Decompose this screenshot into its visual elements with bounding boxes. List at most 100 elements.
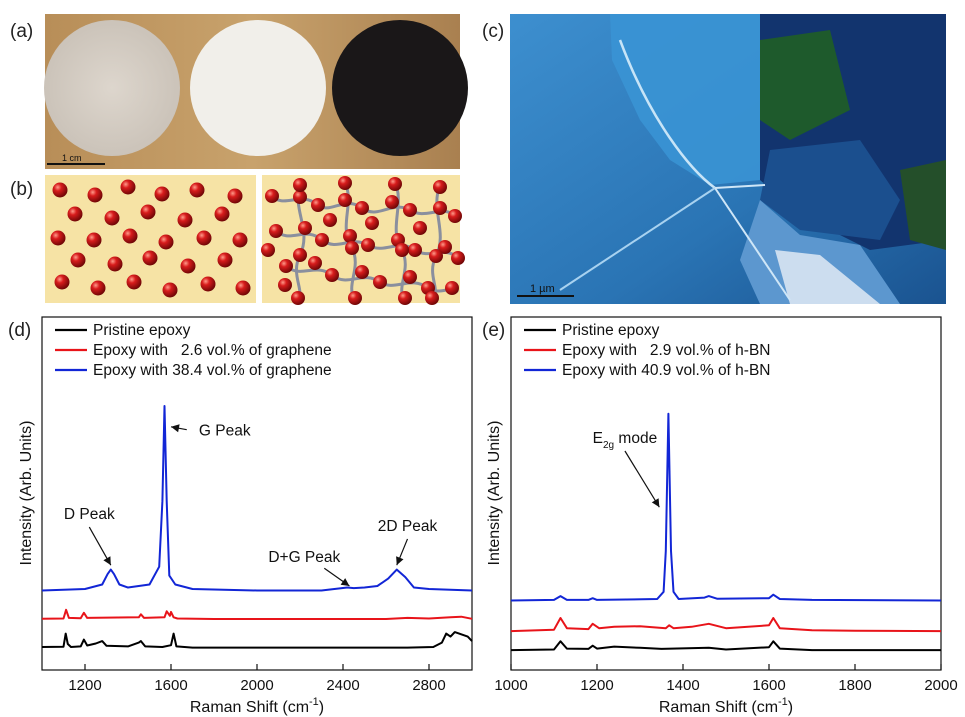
- panel-a: (a) 1 cm: [10, 14, 468, 169]
- annotation-arrowhead: [171, 424, 180, 433]
- x-axis-label-text: Raman Shift (cm: [190, 699, 309, 716]
- annotation-arrow: [624, 450, 660, 508]
- disk-pristine: [44, 20, 180, 156]
- particle: [142, 250, 158, 266]
- particle: [279, 259, 293, 273]
- series-line-0: [41, 631, 473, 649]
- sem-edge-4: [714, 184, 766, 189]
- series-line-2: [41, 405, 473, 592]
- y-axis-label-e: Intensity (Arb. Units): [486, 421, 503, 566]
- particle: [451, 251, 465, 265]
- particle: [448, 209, 462, 223]
- particle: [438, 240, 452, 254]
- particle: [122, 228, 138, 244]
- sem-flake-1: [610, 14, 760, 185]
- particle: [338, 176, 352, 190]
- particle: [177, 212, 193, 228]
- particle: [355, 201, 369, 215]
- particle: [403, 203, 417, 217]
- series-line-2: [510, 412, 942, 602]
- particle: [338, 193, 352, 207]
- sem-bright-edge: [775, 250, 880, 304]
- particle: [385, 195, 399, 209]
- network-particles: [261, 176, 465, 305]
- series-d: [41, 405, 473, 649]
- x-tick-label: 1600: [752, 677, 785, 694]
- sem-edge-3: [714, 187, 791, 301]
- particle: [403, 270, 417, 284]
- particle: [365, 216, 379, 230]
- x-axis-label-e: Raman Shift (cm-1): [659, 696, 793, 716]
- particle: [293, 178, 307, 192]
- particle: [348, 291, 362, 305]
- particle: [413, 221, 427, 235]
- particle: [429, 249, 443, 263]
- annotation-label: 2D Peak: [378, 518, 438, 535]
- particle: [154, 186, 170, 202]
- particle: [54, 274, 70, 290]
- particle: [104, 210, 120, 226]
- sem-green-region-2: [900, 160, 946, 250]
- legend-entry: Epoxy with 2.9 vol.% of h-BN: [562, 342, 770, 359]
- particle: [180, 258, 196, 274]
- particle: [90, 280, 106, 296]
- x-axis-label-sup: -1: [309, 696, 319, 708]
- panel-label-a: (a): [10, 21, 33, 42]
- legend-entry: Pristine epoxy: [562, 322, 660, 339]
- panel-c: (c) 1 µm: [482, 14, 946, 304]
- particle: [293, 190, 307, 204]
- x-tick-label: 1200: [68, 677, 101, 694]
- particle: [323, 213, 337, 227]
- x-axis-label-d: Raman Shift (cm-1): [190, 696, 324, 716]
- legend-entry: Epoxy with 40.9 vol.% of h-BN: [562, 362, 771, 379]
- panel-e: (e) Pristine epoxy Epoxy with 2.9 vol.% o…: [482, 316, 958, 716]
- panel-label-c: (c): [482, 21, 504, 42]
- particle: [315, 233, 329, 247]
- disk-hbn: [190, 20, 326, 156]
- annotation-arrowhead: [340, 578, 350, 587]
- x-axis-label-close: ): [319, 699, 324, 716]
- particle: [355, 265, 369, 279]
- particle: [227, 188, 243, 204]
- x-axis-label-sup: -1: [778, 696, 788, 708]
- particle: [311, 198, 325, 212]
- particle: [308, 256, 322, 270]
- x-axis-label-close: ): [788, 699, 793, 716]
- particle: [189, 182, 205, 198]
- particle: [107, 256, 123, 272]
- annotation-label: E2g mode: [593, 430, 658, 451]
- particle: [269, 224, 283, 238]
- particle: [433, 201, 447, 215]
- annotation-label: G Peak: [199, 423, 251, 440]
- annotation-arrowhead: [396, 556, 404, 566]
- particle: [343, 229, 357, 243]
- series-e: [510, 412, 942, 652]
- sem-flake-3: [740, 200, 900, 304]
- particle: [140, 204, 156, 220]
- particle: [120, 179, 136, 195]
- particle: [70, 252, 86, 268]
- scale-text-a: 1 cm: [62, 153, 82, 163]
- particle: [388, 177, 402, 191]
- particle: [398, 291, 412, 305]
- legend-entry: Pristine epoxy: [93, 322, 191, 339]
- x-tick-label: 2000: [240, 677, 273, 694]
- panel-d: (d) Pristine epoxy Epoxy with 2.6 vol.% o…: [8, 316, 473, 716]
- particle: [232, 232, 248, 248]
- x-ticks-d: 1200 1600 2000 2400 2800: [68, 664, 446, 694]
- particle: [52, 182, 68, 198]
- series-line-1: [510, 617, 942, 633]
- particle: [50, 230, 66, 246]
- particle: [373, 275, 387, 289]
- schematic-dispersed: [45, 175, 256, 303]
- x-axis-label-text: Raman Shift (cm: [659, 699, 778, 716]
- particle: [395, 243, 409, 257]
- legend-e: Pristine epoxy Epoxy with 2.9 vol.% of h-…: [524, 322, 771, 379]
- sem-edge-1: [618, 39, 716, 190]
- particle: [196, 230, 212, 246]
- particle: [433, 180, 447, 194]
- x-tick-label: 1400: [666, 677, 699, 694]
- annotation-arrowhead: [651, 498, 660, 508]
- particle: [162, 282, 178, 298]
